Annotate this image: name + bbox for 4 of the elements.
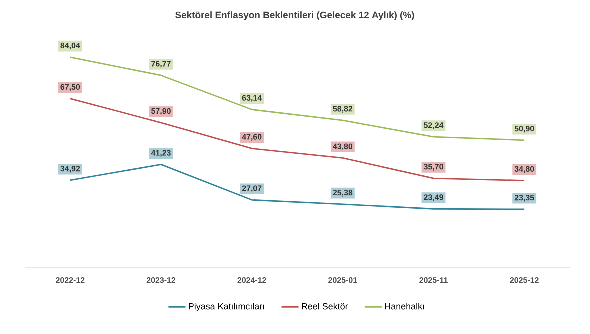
legend-label: Piyasa Katılımcıları [189,303,264,312]
legend-label: Reel Sektör [302,303,348,310]
chart-title: Sektörel Enflasyon Beklentileri (Gelecek 12 Aylık) (%) [176,12,414,20]
legend-label: Hanehalkı [385,303,424,310]
